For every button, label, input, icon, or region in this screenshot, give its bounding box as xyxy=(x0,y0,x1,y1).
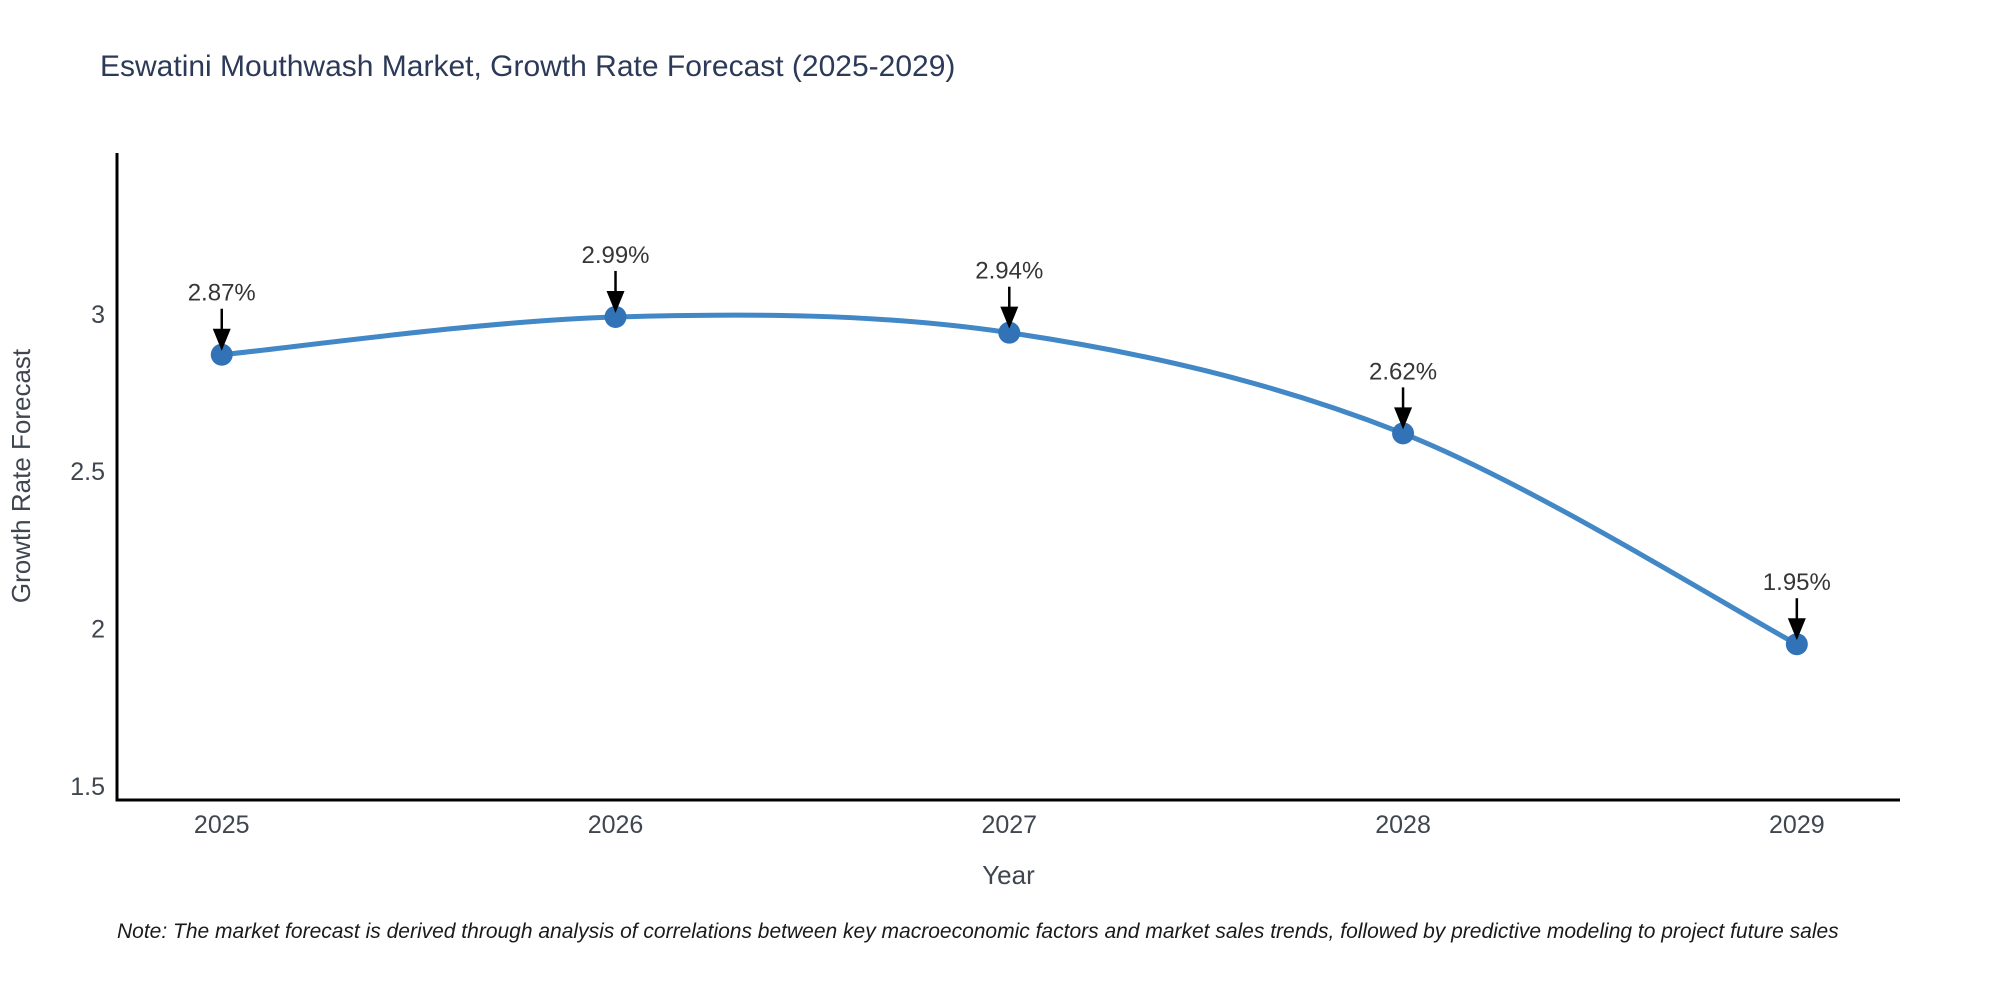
x-tick-label: 2028 xyxy=(1375,811,1431,839)
data-point-label: 2.99% xyxy=(581,242,649,269)
chart-title: Eswatini Mouthwash Market, Growth Rate F… xyxy=(100,50,956,83)
data-point-label: 2.62% xyxy=(1369,358,1437,385)
annotation-arrowhead-icon xyxy=(212,328,231,351)
forecast-line xyxy=(219,312,1800,647)
x-tick-label: 2027 xyxy=(981,811,1037,839)
data-point-label: 2.87% xyxy=(188,280,256,307)
annotation-arrowhead-icon xyxy=(1394,407,1413,430)
y-axis-title: Growth Rate Forecast xyxy=(6,348,36,603)
y-tick-label: 3 xyxy=(91,301,105,329)
x-axis-title: Year xyxy=(982,860,1035,890)
annotation-arrowhead-icon xyxy=(606,290,625,313)
data-point-marker[interactable] xyxy=(1392,422,1415,445)
annotation-arrowhead-icon xyxy=(1787,618,1806,641)
y-tick-label: 2 xyxy=(91,615,105,643)
data-point-label: 2.94% xyxy=(975,258,1043,285)
annotation-arrowhead-icon xyxy=(1000,306,1019,329)
y-tick-label: 1.5 xyxy=(70,773,105,801)
y-tick-label: 2.5 xyxy=(70,458,105,486)
axis-lines xyxy=(115,153,1900,802)
data-point-label: 1.95% xyxy=(1763,569,1831,596)
footnote: Note: The market forecast is derived thr… xyxy=(117,920,1839,943)
data-point-marker[interactable] xyxy=(998,321,1021,344)
data-point-marker[interactable] xyxy=(1785,633,1808,656)
x-tick-label: 2029 xyxy=(1769,811,1825,839)
x-tick-label: 2026 xyxy=(588,811,644,839)
data-point-marker[interactable] xyxy=(604,305,627,328)
data-point-marker[interactable] xyxy=(210,343,233,366)
x-tick-label: 2025 xyxy=(194,811,250,839)
